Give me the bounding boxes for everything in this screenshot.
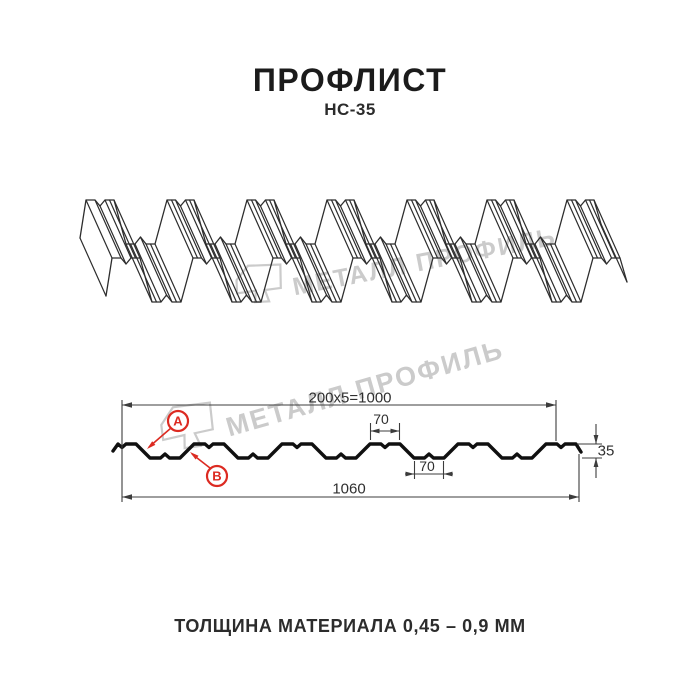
dimension-lines	[121, 400, 602, 502]
callout-b-label: В	[212, 468, 222, 484]
callout-a-label: А	[173, 413, 183, 429]
dimension-crest-width: 70	[373, 411, 389, 427]
sheet-3d-view: МЕТАЛЛ ПРОФИЛЬ	[79, 199, 628, 304]
metall-profil-logo-icon	[235, 263, 282, 304]
cross-section-profile	[111, 442, 583, 460]
watermark: МЕТАЛЛ ПРОФИЛЬ	[160, 334, 508, 450]
callout-b-circle	[205, 464, 229, 488]
material-thickness-note: ТОЛЩИНА МАТЕРИАЛА 0,45 – 0,9 ММ	[174, 616, 526, 636]
dimension-height: 35	[597, 442, 615, 460]
profile-model: НС-35	[324, 100, 376, 119]
callout-a-circle	[166, 409, 190, 433]
dimension-total-width: 1060	[332, 480, 366, 498]
watermark-text: МЕТАЛЛ ПРОФИЛЬ	[223, 334, 508, 442]
callouts	[147, 409, 229, 488]
dimension-module-width: 200x5=1000	[308, 389, 392, 407]
page-title: ПРОФЛИСТ	[252, 62, 448, 98]
dimension-valley-width: 70	[419, 458, 435, 474]
